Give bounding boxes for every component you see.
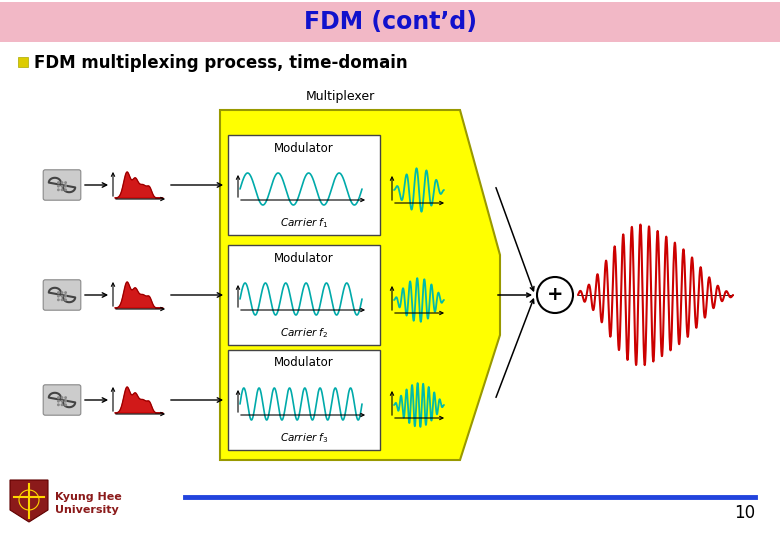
Polygon shape [115,282,163,308]
FancyBboxPatch shape [0,2,780,42]
FancyBboxPatch shape [228,135,380,235]
Text: University: University [55,505,119,515]
Circle shape [61,396,63,399]
Polygon shape [115,172,163,198]
FancyBboxPatch shape [228,350,380,450]
FancyBboxPatch shape [43,170,81,200]
Circle shape [64,291,67,294]
Circle shape [537,277,573,313]
Circle shape [57,181,60,184]
Polygon shape [115,387,163,413]
Circle shape [61,299,63,301]
Circle shape [57,400,60,403]
Circle shape [61,181,63,184]
Circle shape [64,181,67,184]
Text: Modulator: Modulator [274,141,334,154]
Circle shape [64,400,67,403]
FancyBboxPatch shape [18,57,28,67]
Circle shape [61,403,63,406]
Circle shape [64,295,67,298]
Text: Carrier $f_2$: Carrier $f_2$ [280,326,328,340]
Circle shape [61,188,63,191]
Circle shape [64,299,67,301]
FancyBboxPatch shape [43,280,81,310]
Text: FDM (cont’d): FDM (cont’d) [303,10,477,34]
Circle shape [57,396,60,399]
Text: Carrier $f_3$: Carrier $f_3$ [280,431,328,445]
Circle shape [57,185,60,187]
Circle shape [61,291,63,294]
Circle shape [61,185,63,187]
Text: FDM multiplexing process, time-domain: FDM multiplexing process, time-domain [34,54,408,72]
Circle shape [64,396,67,399]
Circle shape [61,295,63,298]
FancyBboxPatch shape [228,245,380,345]
Circle shape [57,295,60,298]
Text: Multiplexer: Multiplexer [306,90,374,103]
FancyBboxPatch shape [43,385,81,415]
Text: Modulator: Modulator [274,252,334,265]
Circle shape [64,188,67,191]
Text: Modulator: Modulator [274,356,334,369]
Text: Carrier $f_1$: Carrier $f_1$ [280,216,328,230]
Circle shape [57,188,60,191]
Circle shape [57,403,60,406]
Circle shape [64,185,67,187]
Circle shape [57,291,60,294]
Circle shape [61,400,63,403]
Text: Kyung Hee: Kyung Hee [55,492,122,502]
Circle shape [64,403,67,406]
Polygon shape [220,110,500,460]
Circle shape [57,299,60,301]
Polygon shape [10,480,48,522]
Text: +: + [547,286,563,305]
Text: 10: 10 [734,504,755,522]
